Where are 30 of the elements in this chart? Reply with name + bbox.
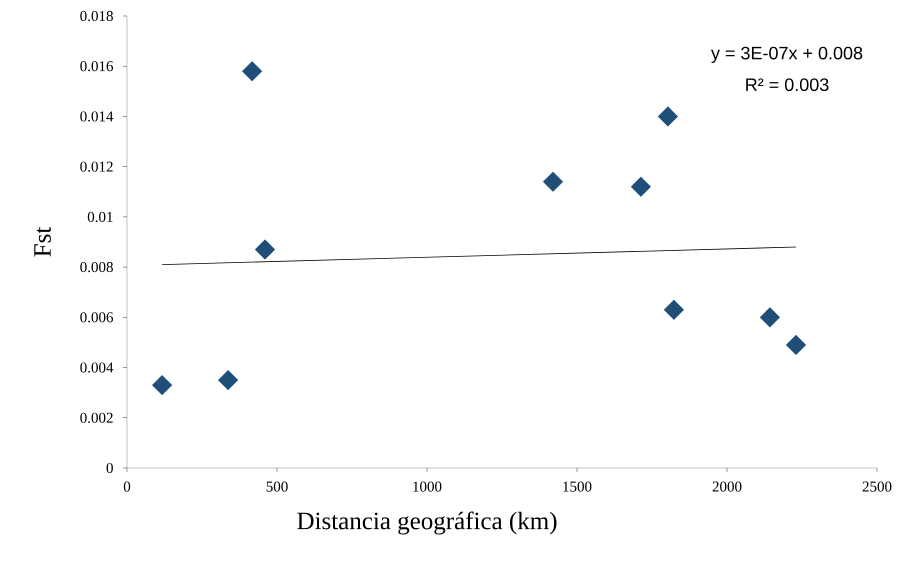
y-tick-label: 0.002 xyxy=(80,412,113,423)
point xyxy=(242,61,262,82)
y-tick-label: 0.014 xyxy=(80,111,114,122)
x-tick-label: 500 xyxy=(266,482,288,492)
x-tick-label: 2500 xyxy=(862,482,892,492)
annotation: y = 3E-07x + 0.008 xyxy=(711,46,862,64)
y-axis-title: Fst xyxy=(34,226,51,257)
y-tick-label: 0 xyxy=(106,462,113,474)
point xyxy=(542,172,564,192)
y-tick-label: 0.01 xyxy=(88,212,113,222)
x-tick-label: 0 xyxy=(124,482,130,492)
point xyxy=(786,334,806,356)
y-tick-label: 0.006 xyxy=(80,312,114,322)
y-tick-label: 0.016 xyxy=(80,61,114,72)
x-tick-label: 1000 xyxy=(413,482,442,492)
x-tick-label: 1500 xyxy=(563,482,592,492)
point xyxy=(218,370,238,390)
point xyxy=(254,239,276,260)
point xyxy=(664,300,684,320)
x-axis-title: Distancia geográfica (km) xyxy=(297,512,556,535)
y-tick-label: 0.012 xyxy=(80,162,113,172)
point xyxy=(658,106,678,127)
point xyxy=(760,307,780,328)
y-tick-label: 0.018 xyxy=(80,10,113,22)
x-tick-label: 2000 xyxy=(712,482,742,492)
point xyxy=(630,176,652,197)
y-tick-label: 0.008 xyxy=(80,262,113,272)
y-tick-label: 0.004 xyxy=(80,362,114,373)
annotation: R² = 0.003 xyxy=(746,78,828,92)
point xyxy=(152,375,172,396)
